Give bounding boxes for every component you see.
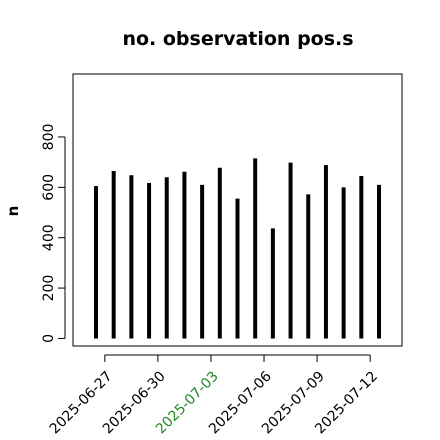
y-tick-label: 0	[41, 334, 57, 343]
y-tick-label: 400	[41, 224, 57, 251]
y-axis-label: n	[4, 206, 22, 217]
y-tick-label: 200	[41, 275, 57, 302]
bars-group	[93, 158, 382, 339]
y-tick-label: 800	[41, 124, 57, 151]
plot-frame	[72, 73, 403, 347]
x-ticks-group: 2025-06-272025-06-302025-07-032025-07-06…	[47, 355, 381, 437]
y-tick-label: 600	[41, 174, 57, 201]
y-ticks-group: 0 200 400 600 800	[41, 124, 65, 343]
chart-title: no. observation pos.s	[122, 28, 353, 50]
